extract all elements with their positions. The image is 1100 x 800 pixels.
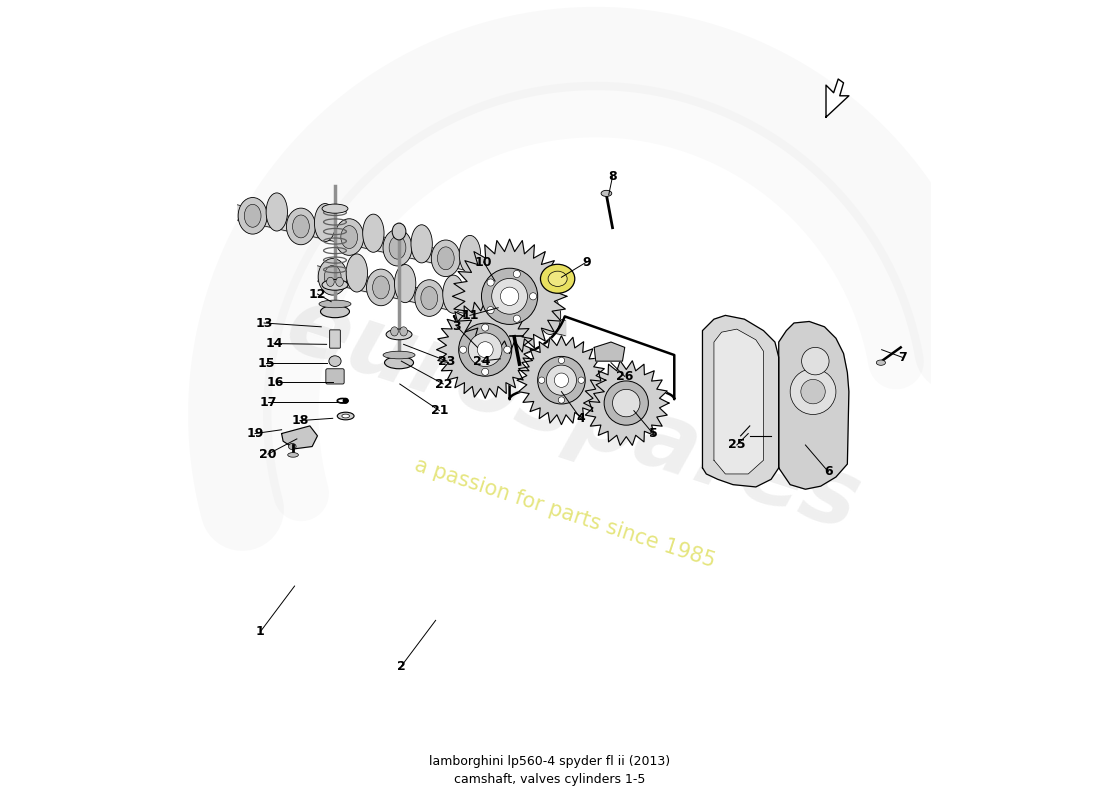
Circle shape bbox=[538, 356, 585, 404]
Text: 6: 6 bbox=[824, 465, 833, 478]
Circle shape bbox=[487, 306, 494, 314]
Text: 25: 25 bbox=[728, 438, 746, 451]
Ellipse shape bbox=[293, 215, 309, 238]
Circle shape bbox=[482, 368, 488, 375]
Ellipse shape bbox=[385, 357, 414, 369]
Text: 14: 14 bbox=[265, 337, 283, 350]
Ellipse shape bbox=[324, 266, 341, 288]
Circle shape bbox=[604, 381, 648, 425]
Ellipse shape bbox=[438, 247, 454, 270]
Text: a passion for parts since 1985: a passion for parts since 1985 bbox=[412, 455, 718, 572]
Ellipse shape bbox=[383, 351, 415, 359]
Text: 7: 7 bbox=[898, 351, 906, 364]
Polygon shape bbox=[583, 361, 669, 446]
Ellipse shape bbox=[319, 300, 351, 308]
Circle shape bbox=[460, 346, 466, 354]
Ellipse shape bbox=[393, 223, 406, 240]
Text: 11: 11 bbox=[461, 309, 478, 322]
Circle shape bbox=[504, 346, 510, 354]
Ellipse shape bbox=[329, 356, 341, 366]
Ellipse shape bbox=[373, 276, 389, 299]
Ellipse shape bbox=[463, 290, 492, 327]
Text: 5: 5 bbox=[649, 427, 658, 440]
Ellipse shape bbox=[322, 204, 348, 214]
Ellipse shape bbox=[517, 308, 535, 330]
Text: 18: 18 bbox=[292, 414, 309, 427]
Ellipse shape bbox=[491, 286, 513, 324]
Ellipse shape bbox=[470, 298, 486, 320]
Ellipse shape bbox=[320, 306, 350, 318]
Ellipse shape bbox=[877, 360, 886, 366]
Ellipse shape bbox=[386, 329, 412, 340]
Ellipse shape bbox=[266, 193, 287, 231]
Text: 4: 4 bbox=[576, 412, 585, 425]
Circle shape bbox=[547, 365, 576, 395]
Ellipse shape bbox=[288, 443, 296, 450]
Text: 24: 24 bbox=[473, 354, 491, 368]
Ellipse shape bbox=[415, 280, 443, 316]
Text: 26: 26 bbox=[616, 370, 634, 383]
Circle shape bbox=[459, 323, 512, 376]
Polygon shape bbox=[703, 315, 779, 487]
Ellipse shape bbox=[601, 190, 612, 197]
Ellipse shape bbox=[431, 240, 460, 277]
Ellipse shape bbox=[315, 203, 336, 242]
Circle shape bbox=[554, 373, 569, 387]
Circle shape bbox=[500, 287, 519, 306]
Text: 3: 3 bbox=[453, 320, 461, 334]
Ellipse shape bbox=[442, 275, 464, 314]
Ellipse shape bbox=[239, 198, 267, 234]
FancyBboxPatch shape bbox=[330, 330, 340, 348]
Polygon shape bbox=[779, 322, 849, 490]
Polygon shape bbox=[437, 301, 534, 398]
Circle shape bbox=[559, 397, 564, 403]
Text: 20: 20 bbox=[260, 448, 276, 461]
Ellipse shape bbox=[411, 225, 432, 263]
Ellipse shape bbox=[363, 214, 384, 252]
Text: 21: 21 bbox=[431, 404, 448, 417]
Ellipse shape bbox=[244, 204, 261, 227]
Text: 10: 10 bbox=[475, 255, 493, 269]
Ellipse shape bbox=[395, 265, 416, 302]
Text: 8: 8 bbox=[608, 170, 617, 183]
Circle shape bbox=[579, 377, 584, 383]
Ellipse shape bbox=[288, 453, 298, 457]
Circle shape bbox=[482, 324, 488, 331]
Polygon shape bbox=[282, 426, 318, 449]
Circle shape bbox=[801, 379, 825, 404]
Text: 9: 9 bbox=[582, 255, 591, 269]
Text: 17: 17 bbox=[260, 396, 276, 409]
Text: 16: 16 bbox=[267, 376, 284, 389]
Ellipse shape bbox=[346, 254, 367, 292]
Circle shape bbox=[559, 357, 564, 363]
Circle shape bbox=[492, 278, 528, 314]
Text: 2: 2 bbox=[397, 660, 406, 673]
Ellipse shape bbox=[390, 327, 398, 336]
Circle shape bbox=[538, 377, 544, 383]
Ellipse shape bbox=[318, 258, 348, 295]
Ellipse shape bbox=[389, 236, 406, 259]
Ellipse shape bbox=[399, 327, 407, 336]
Text: 1: 1 bbox=[256, 626, 265, 638]
Circle shape bbox=[613, 390, 640, 417]
Circle shape bbox=[529, 293, 537, 300]
Ellipse shape bbox=[540, 264, 575, 294]
Circle shape bbox=[342, 398, 349, 404]
Ellipse shape bbox=[338, 412, 354, 420]
Circle shape bbox=[802, 347, 829, 375]
Text: 13: 13 bbox=[255, 317, 273, 330]
Polygon shape bbox=[594, 342, 625, 361]
Ellipse shape bbox=[322, 279, 348, 290]
Ellipse shape bbox=[421, 286, 438, 310]
Ellipse shape bbox=[366, 269, 396, 306]
Ellipse shape bbox=[341, 226, 358, 249]
Text: 12: 12 bbox=[309, 287, 327, 301]
Polygon shape bbox=[826, 79, 849, 117]
Polygon shape bbox=[517, 336, 606, 425]
FancyBboxPatch shape bbox=[326, 369, 344, 384]
Text: lamborghini lp560-4 spyder fl ii (2013)
camshaft, valves cylinders 1-5: lamborghini lp560-4 spyder fl ii (2013) … bbox=[429, 754, 671, 786]
Polygon shape bbox=[714, 329, 763, 474]
Polygon shape bbox=[452, 239, 566, 354]
Text: eurospares: eurospares bbox=[275, 278, 871, 550]
Circle shape bbox=[469, 333, 502, 366]
